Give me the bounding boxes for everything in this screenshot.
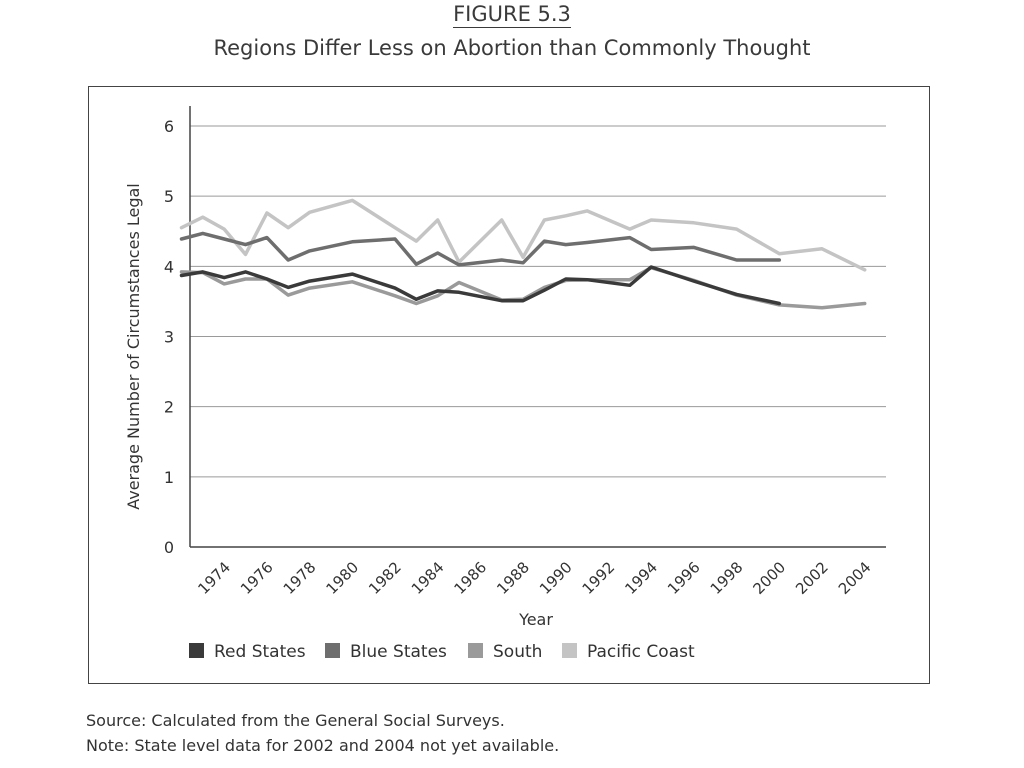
source-note: Source: Calculated from the General Soci… <box>86 711 505 730</box>
x-tick-label: 1982 <box>365 558 405 598</box>
y-tick-label: 2 <box>164 398 174 417</box>
x-tick-label: 1978 <box>280 558 320 598</box>
x-tick-label: 1994 <box>621 558 661 598</box>
data-note: Note: State level data for 2002 and 2004… <box>86 736 560 755</box>
figure-label-text: FIGURE 5.3 <box>453 2 571 28</box>
x-axis-label: Year <box>518 610 553 629</box>
legend-label-red-states: Red States <box>214 642 306 662</box>
legend-swatch-red-states <box>189 643 204 658</box>
x-tick-label: 2002 <box>792 558 832 598</box>
y-axis-label: Average Number of Circumstances Legal <box>124 183 143 510</box>
y-tick-label: 6 <box>164 117 174 136</box>
legend: Red States Blue States South Pacific Coast <box>189 642 695 662</box>
x-tick-label: 1976 <box>237 558 277 598</box>
x-tick-labels: 1974 1976 1978 1980 1982 1984 1986 1988 1990 1992… <box>194 558 874 598</box>
legend-swatch-blue-states <box>325 643 340 658</box>
x-tick-label: 2004 <box>835 558 875 598</box>
x-tick-label: 1996 <box>664 558 704 598</box>
axes <box>189 106 886 548</box>
series-line-blue-states <box>179 231 782 267</box>
y-tick-label: 1 <box>164 468 174 487</box>
legend-label-blue-states: Blue States <box>350 642 447 662</box>
legend-label-south: South <box>493 642 542 662</box>
series-line-pacific-coast <box>179 198 867 272</box>
legend-label-pacific-coast: Pacific Coast <box>587 642 695 662</box>
y-tick-labels: 0 1 2 3 4 5 6 <box>164 117 174 557</box>
x-tick-label: 1974 <box>194 558 234 598</box>
chart-frame: 0 1 2 3 4 5 6 1974 1976 1978 1980 1982 1984 1986 1988… <box>88 86 930 684</box>
x-tick-label: 2000 <box>749 558 789 598</box>
x-tick-label: 1986 <box>451 558 491 598</box>
legend-swatch-south <box>468 643 483 658</box>
y-tick-label: 3 <box>164 328 174 347</box>
y-tick-label: 4 <box>164 257 174 276</box>
legend-swatch-pacific-coast <box>562 643 577 658</box>
series-lines <box>179 198 867 310</box>
figure-label: FIGURE 5.3 <box>0 2 1024 28</box>
x-tick-label: 1984 <box>408 558 448 598</box>
y-tick-label: 0 <box>164 538 174 557</box>
gridlines <box>190 125 886 478</box>
x-tick-label: 1988 <box>493 558 533 598</box>
y-tick-label: 5 <box>164 187 174 206</box>
line-chart: 0 1 2 3 4 5 6 1974 1976 1978 1980 1982 1984 1986 1988… <box>124 106 886 662</box>
series-line-red-states <box>179 265 782 306</box>
chart-title: Regions Differ Less on Abortion than Com… <box>213 36 811 60</box>
x-tick-label: 1992 <box>579 558 619 598</box>
x-tick-label: 1980 <box>322 558 362 598</box>
x-tick-label: 1990 <box>536 558 576 598</box>
x-tick-label: 1998 <box>707 558 747 598</box>
